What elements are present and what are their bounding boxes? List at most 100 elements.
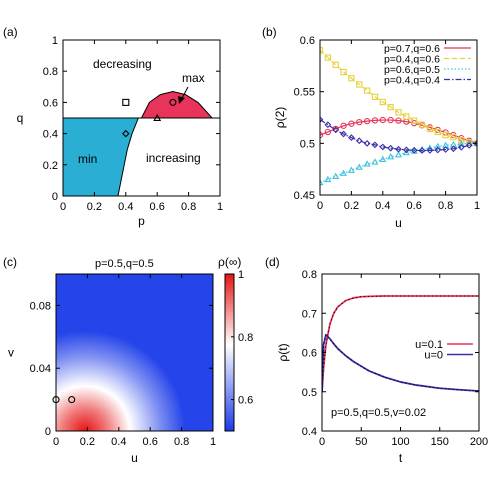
- annotation: p=0.5,q=0.5,v=0.02: [331, 407, 426, 419]
- data-point: [434, 142, 442, 150]
- colorbar: [224, 273, 235, 432]
- plot-area: [322, 295, 479, 392]
- data-point: [371, 141, 379, 149]
- data-point: [403, 113, 410, 120]
- colorbar-tick-label: 0.6: [238, 395, 253, 407]
- data-point: [355, 137, 363, 145]
- x-tick-label: 0: [317, 200, 323, 212]
- data-point: [363, 117, 371, 125]
- y-axis-label: v: [8, 346, 14, 360]
- data-point: [363, 160, 371, 167]
- chart-title: p=0.5,q=0.5: [95, 258, 154, 270]
- data-point: [363, 87, 371, 94]
- data-point: [379, 143, 387, 151]
- x-tick-label: 0: [60, 201, 66, 213]
- data-point: [340, 130, 347, 138]
- y-tick-label: 0.4: [302, 426, 317, 438]
- y-tick-label: 0.5: [300, 138, 315, 150]
- x-tick-label: 0.8: [181, 201, 196, 213]
- data-point: [379, 155, 387, 162]
- panel-label: (c): [3, 255, 17, 269]
- plot-frame: [62, 39, 221, 197]
- data-point: [387, 104, 394, 111]
- x-tick-label: 0.6: [407, 200, 422, 212]
- phase-marker: [122, 98, 130, 106]
- x-tick-label: 0.4: [111, 436, 126, 448]
- x-tick-label: 200: [470, 436, 488, 448]
- data-point: [418, 121, 426, 128]
- panel-label: (a): [3, 25, 18, 39]
- region-label-min: min: [78, 152, 97, 166]
- data-point: [411, 117, 418, 124]
- data-point: [324, 121, 332, 129]
- data-point: [465, 142, 473, 149]
- data-point: [320, 178, 324, 186]
- region-max: [140, 90, 214, 119]
- data-point: [320, 47, 324, 54]
- legend-label: p=0.4,q=0.4: [384, 75, 440, 87]
- x-axis-label: t: [399, 451, 403, 465]
- panel-label: (d): [265, 255, 280, 269]
- x-tick-label: 0.4: [118, 201, 133, 213]
- data-point: [402, 148, 410, 156]
- data-point: [402, 146, 410, 154]
- data-point: [395, 109, 402, 116]
- plot-area: [320, 47, 477, 186]
- data-point: [473, 139, 477, 147]
- y-tick-label: 0.45: [294, 190, 315, 202]
- data-point: [347, 166, 355, 173]
- data-point: [356, 81, 363, 88]
- region-min: [63, 118, 139, 196]
- legend-label: u=0.1: [415, 339, 443, 351]
- plot-frame: [319, 39, 478, 196]
- data-point: [410, 146, 418, 154]
- data-point: [355, 163, 363, 170]
- panel-d: 0 50 100 150 200 0.4 0.5 0.6 0.7 0.8 u=0.1u=0 p=0.5…: [265, 255, 488, 465]
- heatmap: [56, 274, 213, 431]
- colorbar-tick-label: 0.8: [238, 332, 253, 344]
- plot-frame: [55, 273, 214, 432]
- panel-b: 0 0.2 0.4 0.6 0.8 10.450.50.550.6p=0.7,q=0.6p…: [262, 25, 480, 230]
- x-axis-label: u: [131, 451, 138, 465]
- data-point: [450, 133, 457, 141]
- data-point: [457, 143, 465, 151]
- data-point: [395, 145, 402, 153]
- legend-label: u=0: [424, 350, 443, 362]
- y-tick-label: 0.2: [43, 160, 58, 172]
- data-point: [379, 116, 386, 124]
- y-tick-label: 0.8: [302, 269, 317, 281]
- y-tick-label: 0.8: [43, 66, 58, 78]
- heatmap-marker: [68, 396, 76, 404]
- plot-area: [63, 90, 220, 196]
- series-line-simulation: [322, 295, 479, 392]
- y-tick-label: 0.04: [30, 363, 51, 375]
- y-axis-label: q: [17, 111, 24, 125]
- data-point: [324, 175, 332, 183]
- panel-a: decreasing min increasing max 0 0.2 0.4 0.6 0.8 1…: [3, 25, 223, 228]
- x-tick-label: 1: [474, 200, 480, 212]
- x-tick-label: 0.6: [150, 201, 165, 213]
- data-point: [450, 145, 457, 153]
- colorbar-tick-label: 1: [238, 269, 244, 281]
- data-point: [458, 137, 465, 144]
- region-label-decreasing: decreasing: [93, 57, 152, 71]
- data-point: [340, 68, 347, 76]
- data-point: [348, 75, 355, 82]
- data-point: [442, 131, 449, 139]
- data-point: [332, 126, 340, 134]
- x-axis-label: u: [395, 216, 402, 230]
- data-point: [465, 139, 473, 146]
- y-tick-label: 0: [52, 191, 58, 203]
- data-point: [356, 119, 363, 126]
- panel-c: 0 0.2 0.4 0.6 0.8 100.040.080.60.81ρ(∞)p=0.5,…: [3, 255, 253, 465]
- x-tick-label: 0.2: [344, 200, 359, 212]
- series-line-simulation: [322, 334, 479, 392]
- data-point: [434, 146, 442, 154]
- data-point: [457, 140, 465, 147]
- data-point: [387, 116, 394, 124]
- region-label-max: max: [182, 71, 205, 85]
- phase-marker: [122, 129, 130, 138]
- y-axis-label: ρ(t): [276, 343, 290, 361]
- x-tick-label: 0: [53, 436, 59, 448]
